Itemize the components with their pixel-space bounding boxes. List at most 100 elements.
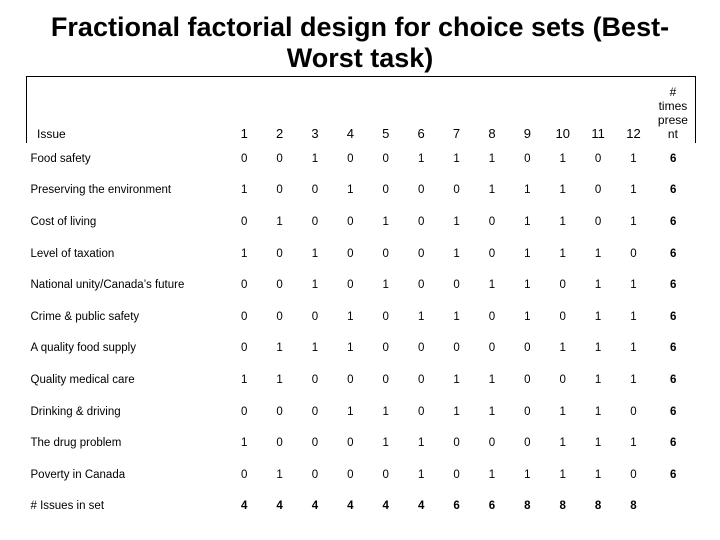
set-column-header: 4	[332, 76, 369, 143]
table-cell: 0	[382, 152, 389, 165]
table-cell: 1	[311, 279, 319, 292]
table-cell: 1	[276, 468, 283, 481]
table-cell: 1	[276, 215, 283, 228]
table-cell: 1	[630, 184, 637, 197]
table-cell: 1	[630, 279, 637, 292]
table-cell: 0	[311, 437, 319, 450]
set-column-header: 9	[509, 76, 546, 143]
table-cell: 1	[417, 310, 425, 323]
table-cell: 0	[453, 342, 460, 355]
table-cell: 0	[594, 152, 602, 165]
table-cell: 0	[594, 215, 602, 228]
issue-label: Drinking & driving	[30, 405, 121, 418]
issues-in-set-row: # Issues in set 4 4 4 4 4 4 6 6 8 8 8 8	[27, 491, 696, 523]
table-cell: 1	[630, 215, 637, 228]
issue-label: Food safety	[30, 152, 91, 165]
table-cell: 1	[453, 373, 460, 386]
table-row: A quality food supply 0 1 1 1 0 0 0 0 0 1 1 1 6	[27, 333, 696, 365]
table-cell: 0	[630, 405, 637, 418]
table-cell: 1	[594, 279, 602, 292]
table-cell: 0	[240, 405, 248, 418]
table-cell: 0	[488, 437, 496, 450]
issue-label: Quality medical care	[30, 373, 135, 386]
times-present-cell: 6	[669, 373, 677, 386]
times-present-header-line2: times	[658, 99, 688, 113]
table-cell: 1	[488, 279, 496, 292]
set-column-header: 1	[226, 76, 262, 143]
table-cell: 0	[417, 342, 425, 355]
table-cell: 0	[276, 247, 283, 260]
issues-in-set-cell: 8	[524, 500, 531, 513]
table-cell: 0	[382, 342, 389, 355]
table-cell: 1	[594, 342, 602, 355]
issue-label: National unity/Canada’s future	[30, 279, 185, 292]
table-cell: 0	[311, 373, 319, 386]
page-title: Fractional factorial design for choice s…	[0, 12, 720, 74]
table-cell: 1	[488, 152, 496, 165]
table-cell: 1	[311, 342, 319, 355]
table-cell: 1	[417, 468, 425, 481]
set-column-header: 12	[615, 76, 652, 143]
table-row: Drinking & driving 0 0 0 1 1 0 1 1 0 1 1 0 6	[27, 396, 696, 428]
issue-label: Preserving the environment	[30, 184, 172, 197]
table-cell: 0	[347, 152, 354, 165]
table-cell: 0	[524, 405, 531, 418]
table-cell: 0	[382, 247, 389, 260]
issues-in-set-cell: 4	[382, 500, 389, 513]
title-line-2: Worst task)	[286, 43, 434, 73]
table-cell: 0	[488, 310, 496, 323]
times-present-cell: 6	[669, 468, 677, 481]
table-cell: 1	[524, 310, 531, 323]
table-cell: 1	[559, 437, 566, 450]
table-cell: 1	[382, 215, 389, 228]
times-present-cell: 6	[669, 152, 677, 165]
table-cell: 1	[240, 247, 248, 260]
table-cell: 0	[311, 215, 319, 228]
table-cell: 1	[311, 247, 319, 260]
table-cell: 0	[382, 184, 389, 197]
table-cell: 0	[276, 405, 283, 418]
table-cell: 1	[347, 405, 354, 418]
table-cell: 1	[594, 468, 602, 481]
issues-in-set-label: # Issues in set	[30, 500, 105, 513]
table-cell: 0	[559, 279, 566, 292]
table-cell: 1	[488, 405, 496, 418]
issues-in-set-cell: 8	[594, 500, 602, 513]
table-cell: 1	[417, 437, 425, 450]
set-column-header: 7	[438, 76, 475, 143]
table-cell: 0	[417, 215, 425, 228]
table-cell: 1	[382, 279, 389, 292]
table-cell: 0	[382, 310, 389, 323]
table-cell: 0	[417, 247, 425, 260]
table-cell: 1	[347, 184, 354, 197]
set-column-header: 2	[261, 76, 298, 143]
table-cell: 1	[559, 215, 566, 228]
issue-label: Crime & public safety	[30, 310, 140, 323]
table-cell: 0	[347, 215, 354, 228]
table-row: Crime & public safety 0 0 0 1 0 1 1 0 1 0 1 1 6	[27, 301, 696, 333]
table-cell: 1	[559, 152, 566, 165]
table-cell: 1	[347, 342, 354, 355]
table-cell: 0	[524, 373, 531, 386]
table-cell: 1	[524, 468, 531, 481]
table-cell: 0	[276, 152, 283, 165]
set-column-header: 3	[297, 76, 333, 143]
issue-label: The drug problem	[30, 437, 122, 450]
table-cell: 1	[559, 342, 566, 355]
issues-in-set-cell: 4	[240, 500, 248, 513]
table-header-row: Issue 1 2 3 4 5 6 7 8 9 10 11 12 # times prese nt	[26, 76, 696, 143]
table-cell: 0	[453, 279, 460, 292]
table-cell: 1	[630, 437, 637, 450]
set-column-header: 8	[474, 76, 510, 143]
issue-column-header: Issue	[26, 76, 227, 143]
table-cell: 1	[311, 152, 319, 165]
issues-in-set-cell: 4	[276, 500, 283, 513]
table-cell: 0	[276, 310, 283, 323]
table-cell: 0	[311, 184, 319, 197]
table-cell: 0	[559, 310, 566, 323]
table-cell: 0	[240, 342, 248, 355]
table-cell: 1	[524, 215, 531, 228]
table-cell: 0	[524, 437, 531, 450]
table-cell: 0	[347, 437, 354, 450]
table-cell: 0	[417, 184, 425, 197]
